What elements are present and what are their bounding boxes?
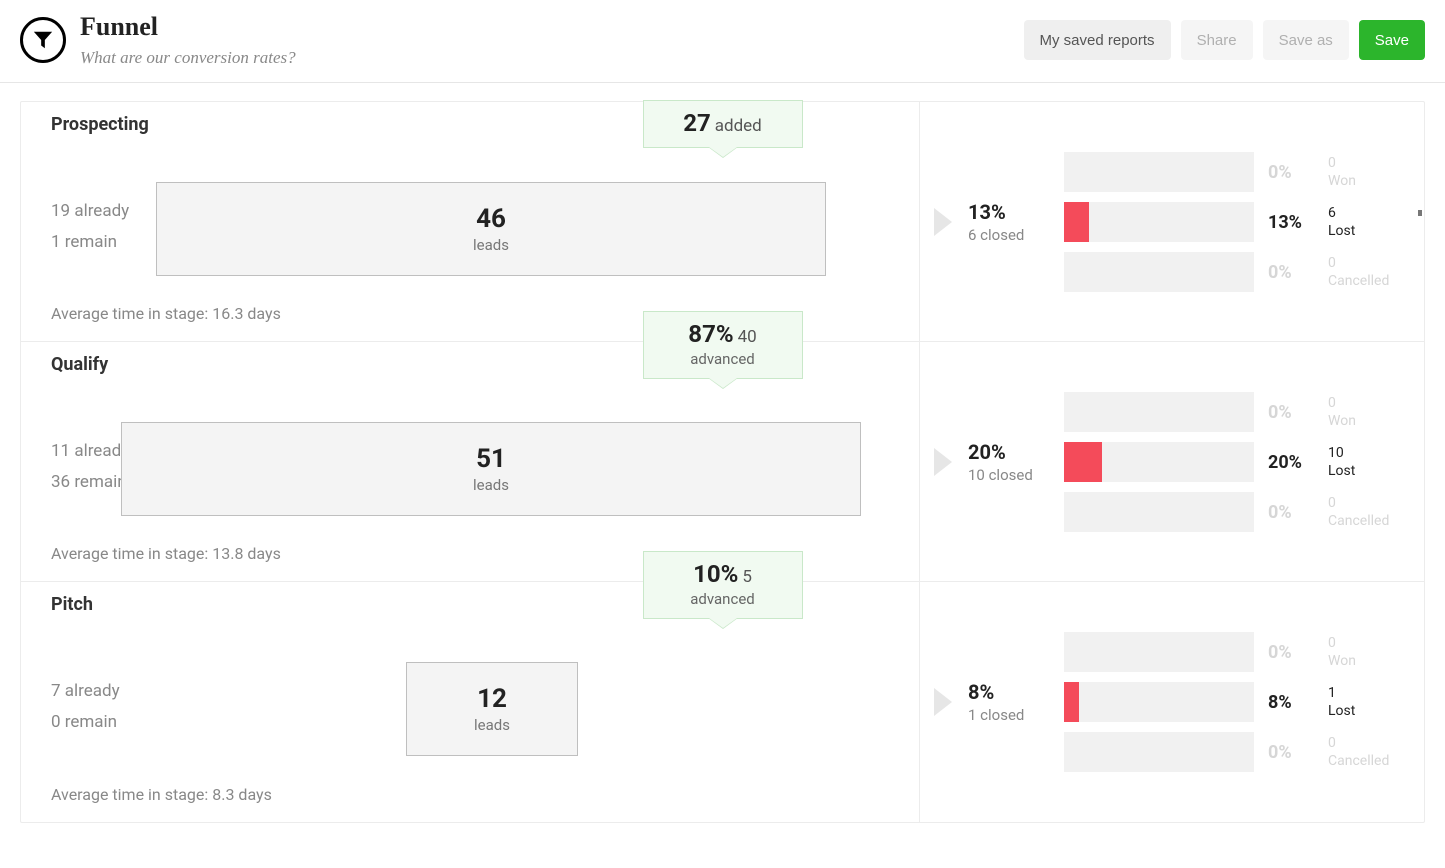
outcome-bar-won xyxy=(1064,392,1254,432)
summary-pct: 13% xyxy=(968,200,1048,224)
outcome-row-won: 0% 0 Won xyxy=(1064,392,1398,432)
outcome-pct-won: 0% xyxy=(1268,162,1314,183)
outcome-bars: 0% 0 Won 20% 10 Lost 0% 0 Cancelled xyxy=(1064,392,1398,532)
outcome-bar-cancelled xyxy=(1064,732,1254,772)
outcome-bars: 0% 0 Won 8% 1 Lost 0% 0 Cancelled xyxy=(1064,632,1398,772)
scrollbar-indicator[interactable] xyxy=(1418,210,1422,216)
outcome-bars: 0% 0 Won 13% 6 Lost 0% 0 Cancelled xyxy=(1064,152,1398,292)
leads-count: 51 xyxy=(476,444,506,474)
leads-box[interactable]: 12 leads xyxy=(406,662,578,756)
stage-counts: 19 already 1 remain xyxy=(51,196,129,257)
outcome-meta-cancelled: 0 Cancelled xyxy=(1328,494,1398,530)
outcome-meta-lost: 10 Lost xyxy=(1328,444,1398,480)
already-count: 19 already xyxy=(51,196,129,227)
outcome-pct-lost: 13% xyxy=(1268,212,1314,233)
stage-outcomes: 8% 1 closed 0% 0 Won 8% 1 Lost 0% 0 Canc… xyxy=(934,632,1394,772)
funnel-icon xyxy=(20,17,66,63)
outcome-row-cancelled: 0% 0 Cancelled xyxy=(1064,252,1398,292)
avg-time-in-stage: Average time in stage: 8.3 days xyxy=(51,785,272,804)
summary-closed: 6 closed xyxy=(968,226,1048,244)
stage-name: Qualify xyxy=(51,354,108,375)
outcome-row-lost: 13% 6 Lost xyxy=(1064,202,1398,242)
summary-closed: 1 closed xyxy=(968,706,1048,724)
summary-pct: 8% xyxy=(968,680,1048,704)
outcome-pct-cancelled: 0% xyxy=(1268,502,1314,523)
my-saved-reports-button[interactable]: My saved reports xyxy=(1024,20,1171,60)
leads-count: 46 xyxy=(476,204,506,234)
outcome-meta-lost: 1 Lost xyxy=(1328,684,1398,720)
leads-label: leads xyxy=(473,476,509,494)
save-button[interactable]: Save xyxy=(1359,20,1425,60)
outcome-summary: 20% 10 closed xyxy=(968,440,1048,484)
outcome-meta-won: 0 Won xyxy=(1328,394,1398,430)
funnel-card: 27added Prospecting 19 already 1 remain … xyxy=(20,101,1425,823)
already-count: 11 already xyxy=(51,436,129,467)
funnel-stage: 27added Prospecting 19 already 1 remain … xyxy=(21,102,1424,342)
outcome-row-lost: 20% 10 Lost xyxy=(1064,442,1398,482)
stage-counts: 7 already 0 remain xyxy=(51,676,120,737)
arrow-right-icon xyxy=(934,208,952,236)
remain-count: 1 remain xyxy=(51,227,129,258)
leads-box[interactable]: 46 leads xyxy=(156,182,826,276)
advanced-badge: 87%40 advanced xyxy=(643,311,803,379)
outcome-meta-lost: 6 Lost xyxy=(1328,204,1398,240)
outcome-row-cancelled: 0% 0 Cancelled xyxy=(1064,732,1398,772)
header-actions: My saved reports Share Save as Save xyxy=(1024,20,1425,60)
summary-closed: 10 closed xyxy=(968,466,1048,484)
outcome-summary: 13% 6 closed xyxy=(968,200,1048,244)
outcome-row-lost: 8% 1 Lost xyxy=(1064,682,1398,722)
leads-label: leads xyxy=(473,236,509,254)
page-subtitle: What are our conversion rates? xyxy=(80,48,296,68)
outcome-bar-lost xyxy=(1064,202,1254,242)
summary-pct: 20% xyxy=(968,440,1048,464)
stage-name: Pitch xyxy=(51,594,93,615)
remain-count: 36 remain xyxy=(51,467,129,498)
added-badge: 27added xyxy=(643,100,803,148)
outcome-row-won: 0% 0 Won xyxy=(1064,152,1398,192)
already-count: 7 already xyxy=(51,676,120,707)
page-title: Funnel xyxy=(80,12,296,42)
outcome-bar-won xyxy=(1064,152,1254,192)
save-as-button[interactable]: Save as xyxy=(1263,20,1349,60)
arrow-right-icon xyxy=(934,688,952,716)
outcome-meta-won: 0 Won xyxy=(1328,634,1398,670)
outcome-meta-cancelled: 0 Cancelled xyxy=(1328,254,1398,290)
outcome-pct-cancelled: 0% xyxy=(1268,742,1314,763)
leads-label: leads xyxy=(474,716,510,734)
leads-count: 12 xyxy=(477,684,507,714)
outcome-bar-cancelled xyxy=(1064,492,1254,532)
stage-outcomes: 20% 10 closed 0% 0 Won 20% 10 Lost 0% 0 … xyxy=(934,392,1394,532)
outcome-bar-lost xyxy=(1064,682,1254,722)
arrow-right-icon xyxy=(934,448,952,476)
avg-time-in-stage: Average time in stage: 13.8 days xyxy=(51,544,281,563)
share-button[interactable]: Share xyxy=(1181,20,1253,60)
outcome-pct-lost: 8% xyxy=(1268,692,1314,713)
outcome-row-won: 0% 0 Won xyxy=(1064,632,1398,672)
stage-outcomes: 13% 6 closed 0% 0 Won 13% 6 Lost 0% 0 Ca… xyxy=(934,152,1394,292)
avg-time-in-stage: Average time in stage: 16.3 days xyxy=(51,304,281,323)
outcome-meta-won: 0 Won xyxy=(1328,154,1398,190)
outcome-pct-won: 0% xyxy=(1268,642,1314,663)
outcome-bar-cancelled xyxy=(1064,252,1254,292)
outcome-pct-won: 0% xyxy=(1268,402,1314,423)
outcome-pct-cancelled: 0% xyxy=(1268,262,1314,283)
leads-box[interactable]: 51 leads xyxy=(121,422,861,516)
outcome-bar-lost xyxy=(1064,442,1254,482)
page-header: Funnel What are our conversion rates? My… xyxy=(0,0,1445,83)
outcome-summary: 8% 1 closed xyxy=(968,680,1048,724)
outcome-bar-won xyxy=(1064,632,1254,672)
header-left: Funnel What are our conversion rates? xyxy=(20,12,296,68)
stage-name: Prospecting xyxy=(51,114,149,135)
outcome-row-cancelled: 0% 0 Cancelled xyxy=(1064,492,1398,532)
outcome-pct-lost: 20% xyxy=(1268,452,1314,473)
advanced-badge: 10%5 advanced xyxy=(643,551,803,619)
stage-counts: 11 already 36 remain xyxy=(51,436,129,497)
remain-count: 0 remain xyxy=(51,707,120,738)
outcome-meta-cancelled: 0 Cancelled xyxy=(1328,734,1398,770)
